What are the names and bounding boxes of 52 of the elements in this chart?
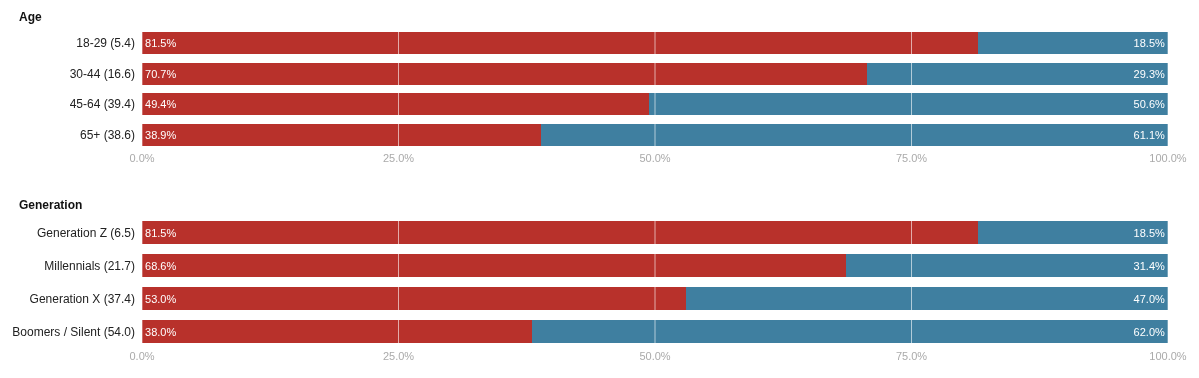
data-label: 81.5%	[145, 37, 177, 50]
y-tick-label: Millennials (21.7)	[44, 258, 135, 273]
bar	[142, 32, 979, 55]
data-label: 18.5%	[1133, 226, 1165, 239]
data-label: 68.6%	[145, 259, 177, 272]
data-label: 29.3%	[1133, 67, 1165, 80]
data-label: 49.4%	[145, 98, 177, 111]
bar	[531, 319, 1168, 344]
text: Age	[19, 10, 42, 24]
bar	[685, 286, 1168, 311]
x-tick-label: 50.0%	[639, 152, 671, 164]
data-label: 50.6%	[1133, 98, 1165, 111]
bar	[142, 62, 868, 85]
bar	[541, 123, 1168, 146]
bar	[142, 286, 686, 311]
y-tick-label: 65+ (38.6)	[79, 127, 135, 142]
x-tick-label: 0.0%	[129, 152, 155, 164]
data-label: 70.7%	[145, 67, 177, 80]
data-label: 38.0%	[145, 325, 177, 338]
bar	[978, 32, 1168, 55]
data-label: 31.4%	[1133, 259, 1165, 272]
data-label: 18.5%	[1133, 37, 1165, 50]
y-tick-label: 45-64 (39.4)	[69, 97, 135, 112]
y-tick-label: Generation Z (6.5)	[36, 225, 135, 240]
bar	[978, 220, 1168, 245]
data-label: 47.0%	[1133, 292, 1165, 305]
data-label: 38.9%	[145, 128, 177, 141]
x-tick-label: 0.0%	[129, 350, 155, 362]
x-tick-label: 75.0%	[895, 152, 928, 164]
bar	[648, 93, 1168, 116]
x-tick-label: 75.0%	[895, 350, 928, 362]
bar	[867, 62, 1168, 85]
y-tick-label: Generation X (37.4)	[29, 291, 135, 306]
data-label: 62.0%	[1133, 325, 1165, 338]
bar	[142, 93, 649, 116]
x-tick-label: 100.0%	[1149, 152, 1187, 164]
bar	[142, 319, 532, 344]
y-tick-label: 18-29 (5.4)	[76, 36, 135, 51]
x-tick-label: 50.0%	[639, 350, 671, 362]
data-label: 53.0%	[145, 292, 177, 305]
x-tick-label: 25.0%	[382, 350, 415, 362]
y-tick-label: Boomers / Silent (54.0)	[12, 324, 135, 339]
x-tick-label: 25.0%	[382, 152, 415, 164]
data-label: 61.1%	[1133, 128, 1165, 141]
chart-title: Generation	[19, 198, 83, 212]
y-tick-label: 30-44 (16.6)	[69, 66, 135, 81]
bar	[845, 253, 1168, 278]
bar	[142, 220, 979, 245]
x-tick-label: 100.0%	[1149, 350, 1187, 362]
data-label: 81.5%	[145, 226, 177, 239]
bar	[142, 123, 542, 146]
bar	[142, 253, 846, 278]
